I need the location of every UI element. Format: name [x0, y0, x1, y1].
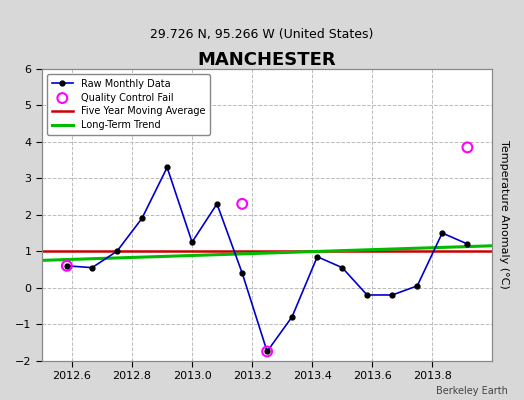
Raw Monthly Data	[339, 265, 345, 270]
Raw Monthly Data	[289, 314, 295, 319]
Raw Monthly Data	[164, 165, 170, 170]
Raw Monthly Data	[264, 349, 270, 354]
Raw Monthly Data	[464, 242, 471, 246]
Quality Control Fail	[263, 348, 271, 355]
Quality Control Fail	[463, 144, 472, 150]
Raw Monthly Data	[239, 271, 245, 276]
Quality Control Fail	[238, 201, 246, 207]
Raw Monthly Data	[414, 284, 420, 288]
Raw Monthly Data	[64, 264, 70, 268]
Raw Monthly Data	[314, 254, 320, 259]
Raw Monthly Data	[214, 202, 220, 206]
Title: MANCHESTER: MANCHESTER	[198, 51, 336, 69]
Legend: Raw Monthly Data, Quality Control Fail, Five Year Moving Average, Long-Term Tren: Raw Monthly Data, Quality Control Fail, …	[47, 74, 210, 135]
Raw Monthly Data	[114, 249, 120, 254]
Raw Monthly Data	[139, 216, 145, 221]
Raw Monthly Data	[364, 292, 370, 297]
Raw Monthly Data	[189, 240, 195, 244]
Quality Control Fail	[63, 263, 71, 269]
Text: 29.726 N, 95.266 W (United States): 29.726 N, 95.266 W (United States)	[150, 28, 374, 41]
Y-axis label: Temperature Anomaly (°C): Temperature Anomaly (°C)	[499, 140, 509, 289]
Raw Monthly Data	[439, 231, 445, 236]
Text: Berkeley Earth: Berkeley Earth	[436, 386, 508, 396]
Raw Monthly Data	[89, 265, 95, 270]
Line: Raw Monthly Data: Raw Monthly Data	[64, 165, 470, 354]
Raw Monthly Data	[389, 292, 396, 297]
